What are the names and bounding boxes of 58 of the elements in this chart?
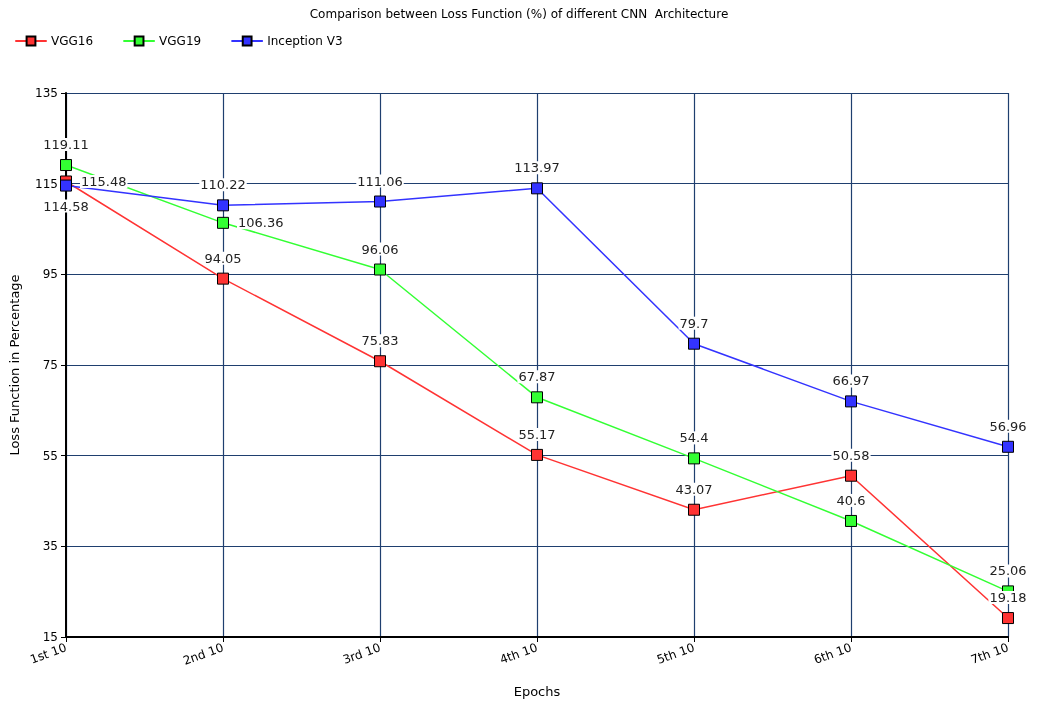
y-tick-label: 95 [42, 267, 58, 282]
data-label: 113.97 [514, 160, 560, 176]
legend-label: VGG19 [159, 34, 202, 48]
data-label: 40.6 [836, 492, 866, 508]
point [1002, 440, 1014, 453]
point [217, 216, 229, 229]
x-tick-label: 7th 10 [968, 640, 1011, 667]
data-label: 56.96 [989, 418, 1027, 434]
point [531, 391, 543, 404]
data-label: 94.05 [204, 250, 242, 266]
point [1002, 612, 1014, 625]
data-label: 75.83 [361, 333, 399, 349]
point [374, 195, 386, 208]
point [374, 355, 386, 368]
point [845, 395, 857, 408]
y-tick-label: 135 [35, 86, 58, 100]
point [217, 272, 229, 285]
data-label: 106.36 [238, 215, 284, 231]
data-label: 111.06 [357, 173, 403, 189]
data-label: 67.87 [518, 369, 556, 385]
x-tick-label: 6th 10 [811, 640, 854, 667]
point [688, 452, 700, 465]
y-tick-label: 75 [42, 358, 58, 372]
x-tick-label: 2nd 10 [181, 640, 226, 668]
data-label: 54.4 [679, 430, 709, 446]
point [531, 448, 543, 461]
y-tick-label: 115 [35, 176, 58, 191]
y-axis-title: Loss Function in Percentage [7, 274, 22, 456]
x-tick-label: 3rd 10 [340, 640, 383, 667]
y-tick-label: 55 [42, 448, 58, 463]
data-label: 119.11 [43, 137, 89, 153]
data-label: 110.22 [200, 177, 246, 193]
point [688, 337, 700, 350]
data-label: 55.17 [518, 426, 556, 442]
point [217, 199, 229, 212]
point [845, 514, 857, 527]
y-tick-label: 35 [42, 539, 58, 554]
point [374, 263, 386, 276]
data-label: 25.06 [989, 563, 1027, 579]
data-label: 115.48 [81, 173, 127, 189]
x-tick-label: 4th 10 [497, 640, 540, 667]
x-tick-label: 5th 10 [654, 640, 697, 667]
data-label: 114.58 [43, 198, 89, 214]
point [845, 469, 857, 482]
chart-title: Comparison between Loss Function (%) of different CNN Architecture [309, 7, 729, 21]
x-axis-title: Epochs [513, 684, 561, 699]
legend-label: Inception V3 [267, 34, 343, 48]
data-label: 19.18 [989, 590, 1027, 606]
data-label: 79.7 [679, 315, 709, 331]
point [688, 503, 700, 516]
data-label: 66.97 [832, 373, 870, 389]
point [60, 159, 72, 172]
data-label: 50.58 [832, 447, 870, 463]
point [60, 179, 72, 192]
point [531, 182, 543, 195]
data-label: 43.07 [675, 481, 713, 497]
legend-label: VGG16 [51, 34, 94, 48]
data-label: 96.06 [361, 241, 399, 257]
